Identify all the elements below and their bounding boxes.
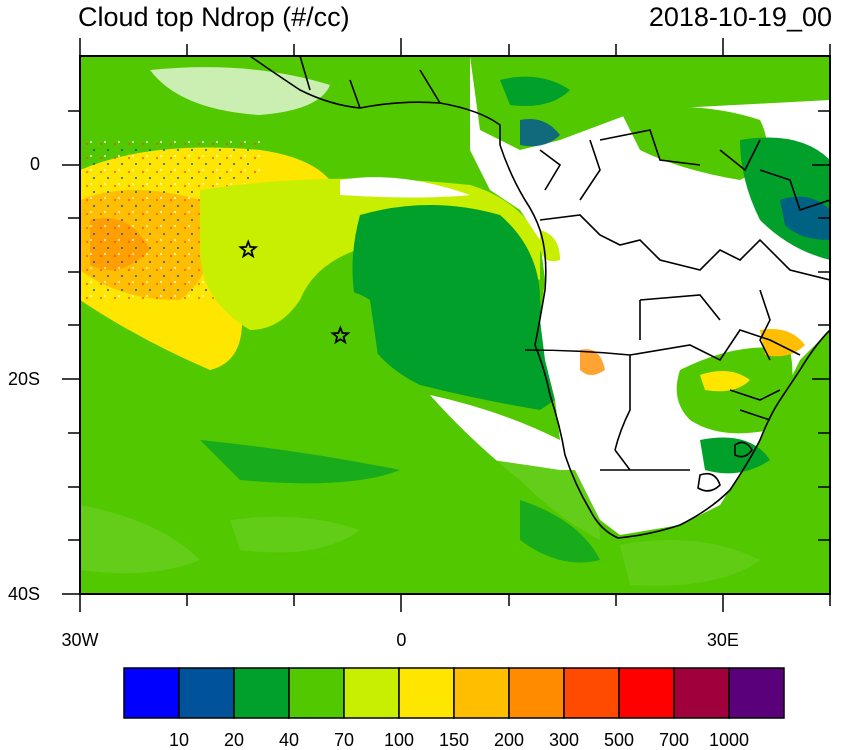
star-marker-icon (330, 325, 351, 345)
colorbar-label: 10 (168, 730, 190, 750)
colorbar (123, 667, 785, 719)
colorbar-swatch (178, 667, 235, 719)
site-markers (238, 239, 351, 345)
colorbar-label: 40 (278, 730, 300, 750)
y-tick-label: 20S (7, 368, 40, 389)
colorbar-swatch (508, 667, 565, 719)
colorbar-swatch (728, 667, 785, 719)
y-tick-label: 40S (7, 584, 40, 604)
colorbar-swatch (288, 667, 345, 719)
colorbar-swatch (618, 667, 675, 719)
star-marker-icon (238, 239, 259, 259)
colorbar-label: 150 (438, 730, 470, 750)
colorbar-label: 70 (333, 730, 355, 750)
colorbar-label: 700 (658, 730, 690, 750)
colorbar-label: 300 (548, 730, 580, 750)
datetime-label: 2018-10-19_00 (648, 2, 832, 32)
colorbar-label: 20 (223, 730, 245, 750)
chart-title: Cloud top Ndrop (#/cc) (78, 2, 350, 32)
colorbar-swatch (123, 667, 180, 719)
colorbar-label: 1000 (708, 730, 750, 750)
y-tick-label: 0 (29, 153, 40, 174)
x-tick-label: 30W (61, 630, 99, 650)
colorbar-label: 200 (493, 730, 525, 750)
field-dark-green (352, 205, 555, 410)
field-layer (80, 56, 830, 594)
colorbar-label: 500 (603, 730, 635, 750)
colorbar-swatch (673, 667, 730, 719)
colorbar-swatch (343, 667, 400, 719)
map-borders (249, 56, 830, 539)
colorbar-swatch (398, 667, 455, 719)
colorbar-swatch (563, 667, 620, 719)
axis-ticks (62, 38, 831, 612)
colorbar-label: 100 (383, 730, 415, 750)
colorbar-swatch (453, 667, 510, 719)
x-tick-label: 30E (706, 630, 739, 650)
colorbar-swatch (233, 667, 290, 719)
x-tick-label: 0 (396, 630, 407, 650)
